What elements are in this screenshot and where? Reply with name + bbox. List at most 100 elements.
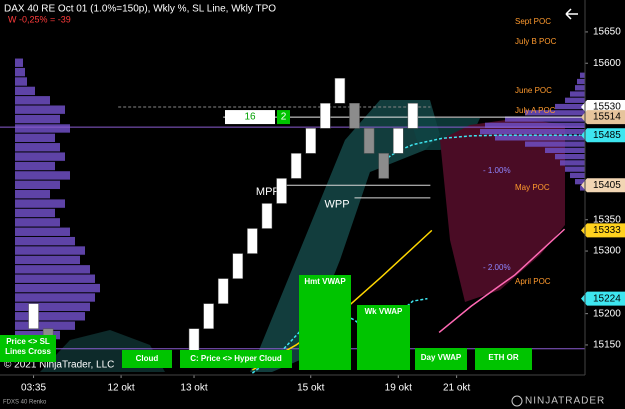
profile-bar [555,103,585,110]
y-tick-label: 15200 [593,308,621,319]
profile-bar [15,227,70,236]
renko-brick [203,303,214,329]
copyright: © 2021 NinjaTrader, LLC [4,360,114,371]
profile-bar [15,133,55,143]
profile-bar [15,77,27,86]
profile-bar [565,97,585,103]
y-tick-label: 15650 [593,27,621,38]
x-tick-label: 12 okt [107,383,134,394]
renko-brick [349,103,360,129]
signal-box: ETH OR [475,348,532,370]
renko-brick [334,78,346,104]
profile-bar [577,78,585,85]
profile-bar [15,171,70,180]
profile-bar [575,179,585,185]
profile-bar [575,85,585,91]
y-tick-label: 15150 [593,340,621,351]
profile-bar [580,72,585,78]
profile-bar [15,152,65,161]
profile-bar [15,302,90,312]
renko-brick [393,128,404,154]
profile-bar [15,218,60,227]
profile-bar [555,154,585,160]
profile-bar [15,255,80,265]
level-label: WPP [325,199,350,211]
y-tick-label: 15300 [593,246,621,257]
renko-brick [276,178,287,204]
profile-bar [560,160,585,166]
signal-box: Hmt VWAP [299,275,351,370]
price-marker [581,291,625,306]
x-tick-label: 19 okt [385,383,412,394]
renko-brick [290,153,302,179]
annotation: April POC [515,277,551,286]
cloud [440,118,565,302]
x-tick-label: 21 okt [443,383,470,394]
profile-bar [15,190,50,199]
annotation: - 2.00% [483,263,511,272]
renko-brick [247,228,258,254]
profile-bar [15,58,23,67]
price-marker [581,128,625,143]
profile-bar [15,114,60,124]
y-tick-label: 15600 [593,58,621,69]
annotation: Sept POC [515,17,551,26]
profile-bar [525,110,585,116]
renko-brick [363,128,375,154]
signal-box: C: Price <> Hyper Cloud [180,350,292,368]
labels: DAX 40 RE Oct 01 (1.0%=150p), Wkly %, SL… [0,0,605,407]
profile-bar [15,293,95,302]
profile-bar [545,147,585,154]
profile-bar [15,274,95,283]
renko-brick [378,153,389,179]
tpo-box [225,110,275,125]
y-tick-label: 15350 [593,214,621,225]
price-marker-label: 15530 [593,102,621,113]
profile-bar [15,321,75,330]
profile-bar [495,135,585,141]
price-marker [581,110,625,125]
back-button[interactable] [565,8,578,20]
price-marker [581,223,625,238]
cloud [250,100,440,372]
price-marker-label: 15514 [593,112,621,123]
tpo-extra-box [277,110,290,125]
renko-brick [232,253,244,279]
price-marker-label: 15405 [593,180,621,191]
renko-brick [261,203,273,229]
signal-box: Day VWAP [415,348,467,370]
indicator-line [438,228,566,334]
profile-bar [15,105,65,114]
annotation: July B POC [515,37,557,46]
marks: MPP WPP 16 2 Sept POC July B POC June POC July … [0,17,625,394]
profile-bar [15,180,60,190]
tpo-extra: 2 [281,112,287,123]
profile-bar [15,265,90,274]
profile-bar [570,91,585,97]
level-label: MPP [256,186,280,198]
profile-bar [565,166,585,172]
renko-brick [28,303,39,329]
price-marker-label: 15224 [593,293,621,304]
instrument: FDXS 40 Renko [3,400,47,406]
profile-bar [505,116,585,122]
x-tick-label: 15 okt [297,383,324,394]
profile-bar [15,124,70,133]
logo-icon [511,395,523,407]
profile-bar [15,312,85,321]
renko-brick [217,278,229,304]
annotation: May POC [515,183,550,192]
profile-bar [15,246,85,255]
profile-bar [15,67,25,77]
signal-box: Wk VWAP [357,305,410,370]
annotation: July A POC [515,106,556,115]
renko-brick [407,103,419,129]
profile-bar [15,283,100,293]
signal-box: Cloud [122,350,172,368]
renko-brick [305,128,316,154]
profile-bar [525,141,585,147]
profile-bar [15,86,35,96]
brand: NINJATRADER [525,396,605,407]
